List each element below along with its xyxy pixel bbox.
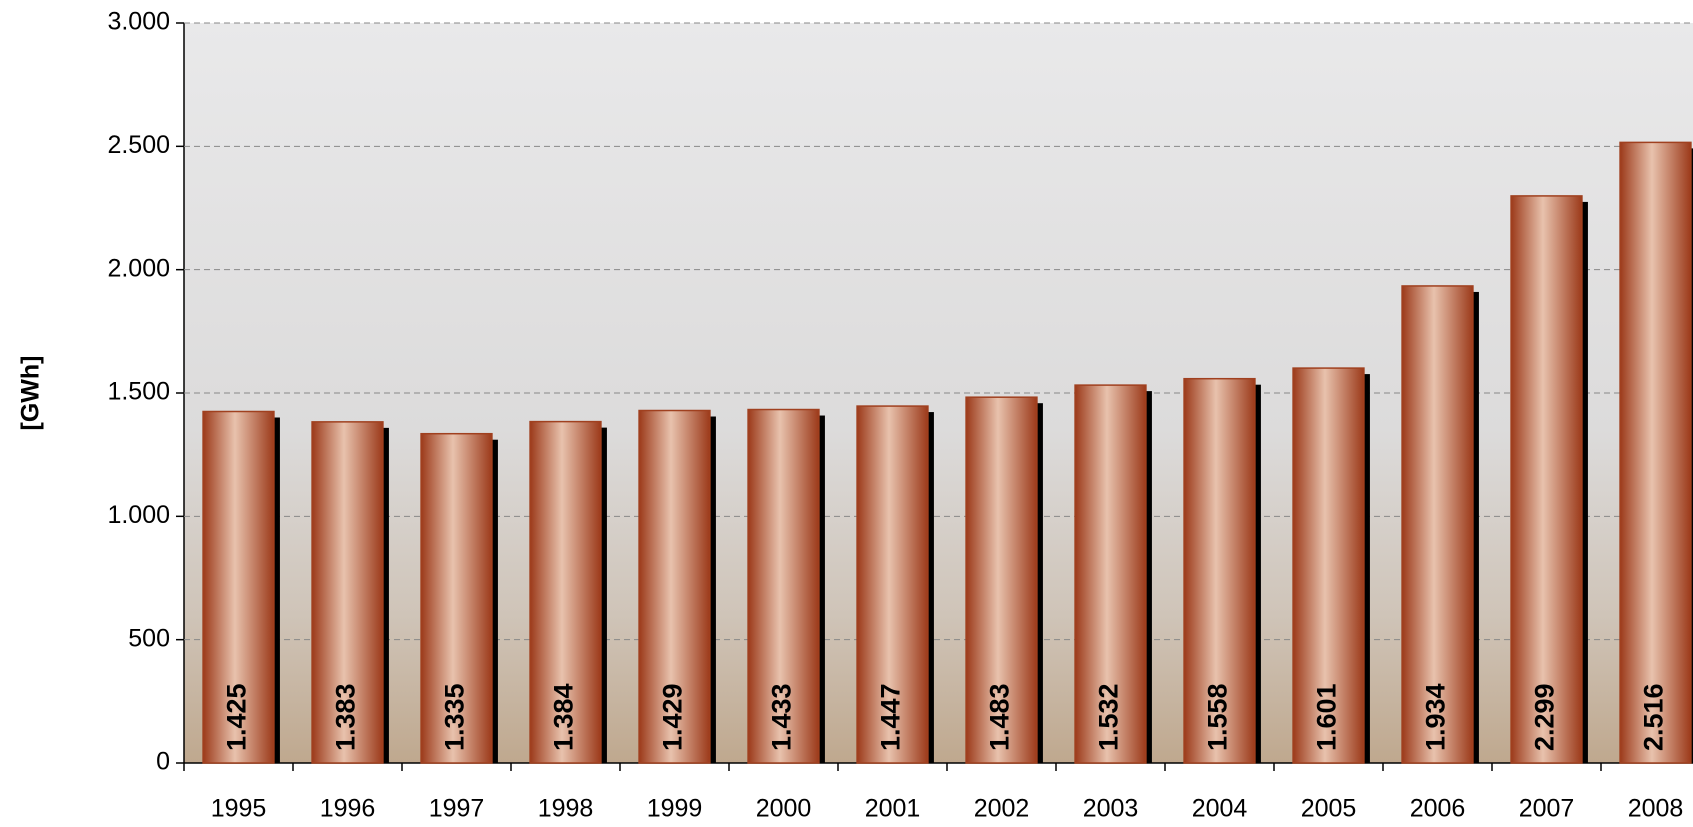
x-tick-label: 1995	[211, 795, 267, 823]
value-label: 1.601	[1312, 683, 1342, 751]
x-tick-label: 2008	[1628, 795, 1684, 823]
value-label: 1.335	[440, 683, 470, 751]
x-tick-label: 2006	[1410, 795, 1466, 823]
x-tick-label: 2005	[1301, 795, 1357, 823]
value-label: 1.934	[1421, 683, 1451, 751]
y-tick-label: 2.000	[107, 254, 170, 282]
value-label: 2.516	[1639, 683, 1669, 751]
value-label: 1.532	[1094, 683, 1124, 751]
x-tick-label: 2004	[1192, 795, 1248, 823]
chart: [GWh] 0 500 1.000 1.500 2.000 2.500 3.000 1995 1…	[0, 0, 1693, 827]
y-axis-label: [GWh]	[17, 356, 45, 431]
value-label: 1.433	[767, 683, 797, 751]
value-label: 1.483	[985, 683, 1015, 751]
x-tick-label: 2003	[1083, 795, 1139, 823]
value-label: 2.299	[1530, 683, 1560, 751]
value-label: 1.429	[658, 683, 688, 751]
y-tick-label: 1.000	[107, 501, 170, 529]
x-tick-label: 2007	[1519, 795, 1575, 823]
x-tick-label: 2000	[756, 795, 812, 823]
y-tick-label: 2.500	[107, 131, 170, 159]
y-tick-label: 0	[156, 748, 170, 776]
x-tick-label: 1999	[647, 795, 703, 823]
y-tick-label: 1.500	[107, 378, 170, 406]
x-tick-label: 1996	[320, 795, 376, 823]
value-label: 1.383	[331, 683, 361, 751]
value-label: 1.425	[222, 683, 252, 751]
bar	[1620, 142, 1691, 763]
page: {"chart_data": {"type": "bar", "y_label"…	[0, 0, 1693, 827]
value-label: 1.447	[876, 683, 906, 751]
x-tick-label: 2001	[865, 795, 921, 823]
value-label: 1.384	[549, 683, 579, 751]
x-tick-label: 1997	[429, 795, 485, 823]
y-tick-label: 500	[128, 624, 170, 652]
x-tick-label: 2002	[974, 795, 1030, 823]
value-label: 1.558	[1203, 683, 1233, 751]
bar	[1511, 196, 1582, 763]
y-tick-label: 3.000	[107, 8, 170, 36]
x-tick-label: 1998	[538, 795, 594, 823]
